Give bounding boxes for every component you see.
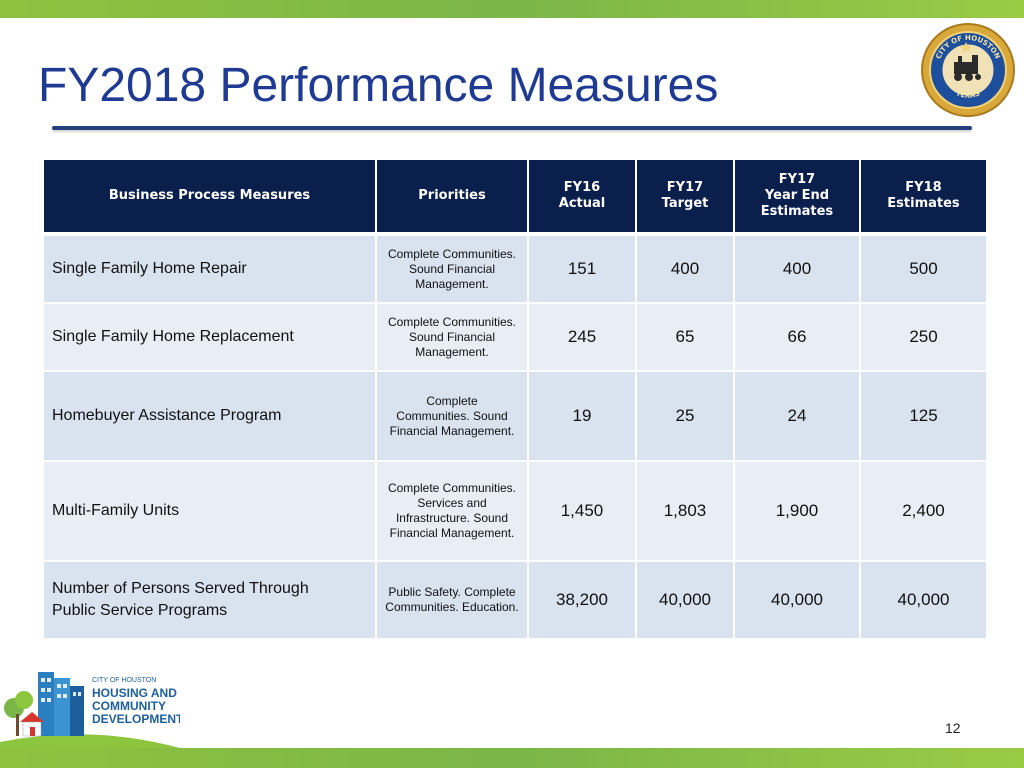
page-number: 12	[945, 720, 961, 736]
table-row: Homebuyer Assistance Program Complete Co…	[44, 372, 986, 460]
header-fy17-target-line2: Target	[661, 196, 709, 211]
measure-label: Number of Persons Served Through	[52, 580, 309, 597]
measure-label: Multi-Family Units	[52, 502, 180, 519]
header-fy18: FY18 Estimates	[861, 160, 986, 232]
fy17-target-cell: 1,803	[637, 462, 733, 560]
title-divider	[52, 126, 972, 130]
header-fy17-ye-line2: Year End	[764, 188, 830, 203]
hcd-logo-line2: HOUSING AND	[92, 686, 177, 700]
fy18-cell: 125	[861, 372, 986, 460]
priority-line: Complete Communities.	[387, 314, 517, 329]
measure-label: Public Service Programs	[52, 602, 228, 619]
priorities-cell: Complete Communities. Sound Financial Ma…	[377, 372, 527, 460]
slide-title: FY2018 Performance Measures	[38, 59, 719, 112]
fy16-cell: 1,450	[529, 462, 635, 560]
header-measures-label: Business Process Measures	[108, 188, 311, 203]
fy17-ye-cell: 400	[735, 236, 859, 302]
priority-line: Communities. Education.	[385, 600, 519, 614]
priorities-cell: Public Safety. Complete Communities. Edu…	[377, 562, 527, 638]
table-row: Single Family Home Replacement Complete …	[44, 304, 986, 370]
measure-label: Homebuyer Assistance Program	[52, 407, 282, 424]
fy16-cell: 19	[529, 372, 635, 460]
table-header-row: Business Process Measures Priorities FY1…	[44, 160, 986, 232]
header-fy18-line2: Estimates	[887, 196, 960, 211]
svg-text:TEXAS: TEXAS	[955, 89, 981, 99]
fy17-target-cell: 40,000	[637, 562, 733, 638]
measure-label: Single Family Home Repair	[52, 260, 247, 277]
measure-cell: Number of Persons Served Through Public …	[44, 562, 375, 638]
header-measures: Business Process Measures	[44, 160, 375, 232]
hcd-logo-line4: DEVELOPMENT	[92, 712, 180, 726]
performance-table: Business Process Measures Priorities FY1…	[42, 158, 988, 640]
measure-label: Single Family Home Replacement	[52, 328, 294, 345]
priorities-cell: Complete Communities. Services and Infra…	[377, 462, 527, 560]
header-fy17-ye-line3: Estimates	[760, 204, 834, 219]
header-priorities: Priorities	[377, 160, 527, 232]
priority-line: Management.	[415, 276, 489, 291]
table-row: Multi-Family Units Complete Communities.…	[44, 462, 986, 560]
priority-line: Financial Management.	[389, 526, 515, 540]
hcd-logo-line3: COMMUNITY	[92, 699, 166, 713]
priority-line: Financial Management.	[389, 423, 515, 438]
priority-line: Complete Communities.	[387, 246, 517, 261]
priority-line: Communities. Sound	[396, 408, 508, 423]
header-fy17-ye-line1: FY17	[778, 172, 816, 187]
fy18-cell: 250	[861, 304, 986, 370]
fy18-cell: 40,000	[861, 562, 986, 638]
priority-line: Public Safety. Complete	[388, 585, 516, 599]
fy16-cell: 151	[529, 236, 635, 302]
hcd-logo-line1: CITY OF HOUSTON	[92, 677, 156, 684]
fy17-target-cell: 25	[637, 372, 733, 460]
priority-line: Management.	[415, 344, 489, 359]
header-fy17-target-line1: FY17	[666, 180, 704, 195]
fy17-target-cell: 65	[637, 304, 733, 370]
header-fy17-ye: FY17 Year End Estimates	[735, 160, 859, 232]
fy18-cell: 500	[861, 236, 986, 302]
priority-line: Sound Financial	[408, 261, 496, 276]
header-priorities-label: Priorities	[418, 188, 486, 203]
header-fy16-line1: FY16	[563, 180, 601, 195]
fy17-ye-cell: 66	[735, 304, 859, 370]
city-seal-icon: CITY OF HOUSTON TEXAS	[921, 23, 1015, 117]
fy17-ye-cell: 40,000	[735, 562, 859, 638]
priority-line: Complete Communities.	[387, 481, 517, 495]
fy17-ye-cell: 1,900	[735, 462, 859, 560]
priorities-cell: Complete Communities. Sound Financial Ma…	[377, 236, 527, 302]
fy18-cell: 2,400	[861, 462, 986, 560]
table-row: Number of Persons Served Through Public …	[44, 562, 986, 638]
fy17-ye-cell: 24	[735, 372, 859, 460]
fy16-cell: 245	[529, 304, 635, 370]
header-fy16-line2: Actual	[558, 196, 606, 211]
table-row: Single Family Home Repair Complete Commu…	[44, 236, 986, 302]
bottom-accent-bar	[0, 748, 1024, 768]
measure-cell: Single Family Home Repair	[44, 236, 375, 302]
priority-line: Complete	[426, 393, 478, 408]
priority-line: Sound Financial	[408, 329, 496, 344]
priority-line: Infrastructure. Sound	[395, 511, 509, 525]
measure-cell: Multi-Family Units	[44, 462, 375, 560]
top-accent-bar	[0, 0, 1024, 18]
header-fy16: FY16 Actual	[529, 160, 635, 232]
measure-cell: Single Family Home Replacement	[44, 304, 375, 370]
priorities-cell: Complete Communities. Sound Financial Ma…	[377, 304, 527, 370]
priority-line: Services and	[417, 496, 487, 510]
header-fy17-target: FY17 Target	[637, 160, 733, 232]
hcd-logo-icon: CITY OF HOUSTON HOUSING AND COMMUNITY DE…	[0, 672, 180, 750]
fy16-cell: 38,200	[529, 562, 635, 638]
measure-cell: Homebuyer Assistance Program	[44, 372, 375, 460]
fy17-target-cell: 400	[637, 236, 733, 302]
seal-bottom-text: TEXAS	[955, 89, 981, 99]
header-fy18-line1: FY18	[905, 180, 942, 195]
